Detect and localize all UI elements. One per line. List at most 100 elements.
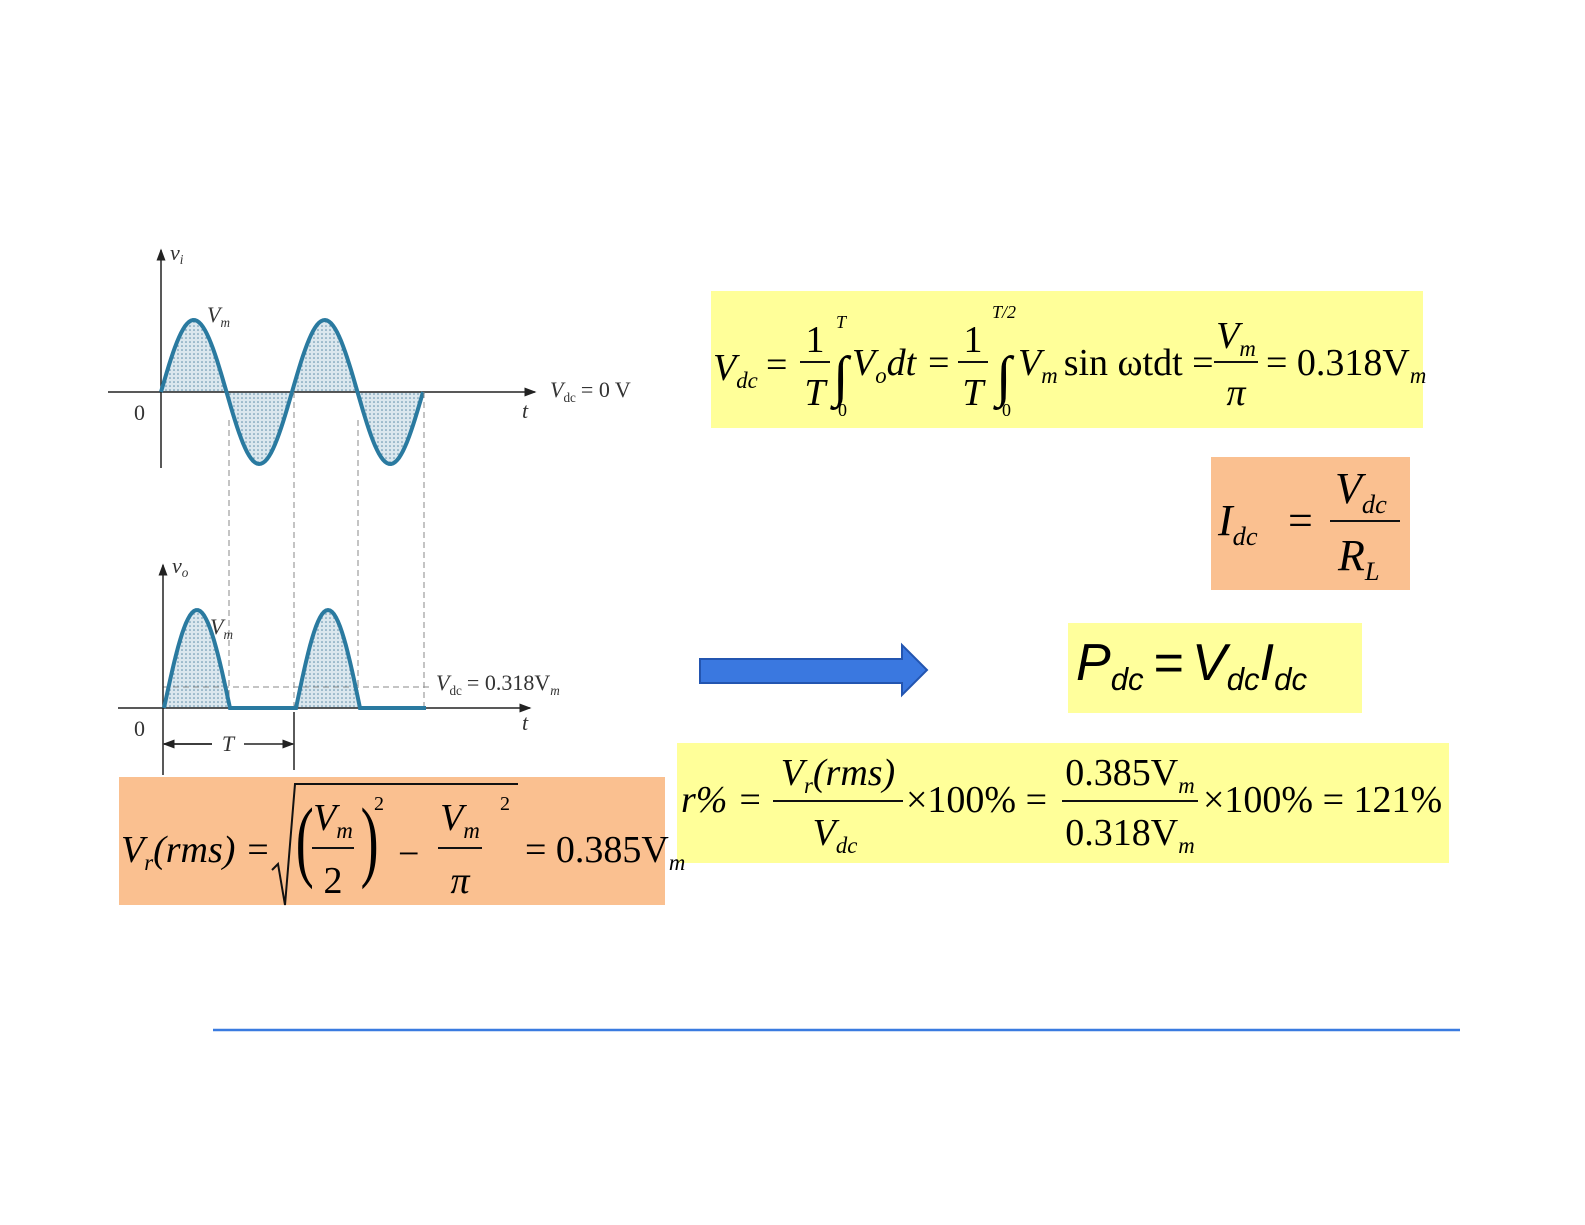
value: 0.385V: [1065, 752, 1179, 794]
sub: dc: [1111, 662, 1144, 697]
sub: m: [1041, 363, 1057, 388]
peak-label: Vm: [210, 614, 233, 642]
symbol: V: [852, 342, 879, 384]
sub: dc: [836, 833, 858, 858]
minus: −: [398, 833, 419, 875]
numerator: 1: [806, 319, 825, 361]
upper-limit: T/2: [992, 302, 1016, 322]
formula-box: [711, 291, 1423, 428]
rest: sin ωtdt =: [1064, 342, 1214, 384]
numerator: Vm: [440, 797, 480, 843]
symbol: V: [1335, 464, 1367, 513]
symbol: V: [781, 752, 808, 794]
paren: ): [361, 791, 379, 890]
sub: m: [1410, 363, 1426, 388]
term: Vm sin ωtdt =: [1018, 342, 1214, 388]
label: V: [550, 377, 566, 402]
lhs: r% =: [681, 779, 763, 821]
lower-limit: 0: [1002, 400, 1011, 420]
origin-label: 0: [134, 716, 145, 741]
radical: [271, 783, 518, 906]
sub: L: [1364, 556, 1380, 586]
numerator: Vm: [313, 797, 353, 843]
paren: (: [296, 791, 314, 890]
integral: ∫: [993, 346, 1015, 411]
sub: m: [669, 850, 685, 875]
dc-power-formula: Pdc = VdcIdc: [1068, 623, 1362, 713]
symbol: R: [1337, 531, 1365, 580]
symbol: V: [1018, 342, 1045, 384]
x-axis-label: t: [522, 710, 529, 735]
projection-lines: [228, 392, 425, 708]
numerator: 0.385Vm: [1065, 752, 1194, 798]
value: 0.318V: [1065, 812, 1179, 854]
label-sub: dc: [449, 683, 462, 698]
input-waveform: vi Vm 0 t Vdc = 0 V: [108, 240, 631, 468]
label-sub: o: [182, 565, 189, 580]
denominator: 0.318Vm: [1065, 812, 1194, 858]
origin-label: 0: [134, 400, 145, 425]
dc-label: Vdc = 0 V: [550, 377, 631, 405]
sub: dc: [1227, 662, 1260, 697]
y-axis-label: vi: [170, 240, 184, 267]
value: = 0.385V: [525, 829, 669, 871]
sub: m: [1178, 833, 1194, 858]
denominator: π: [1226, 372, 1246, 414]
numerator: Vr(rms): [781, 752, 895, 798]
label-sub: m: [220, 315, 230, 330]
label-value: = 0 V: [581, 377, 631, 402]
denominator: π: [450, 860, 470, 902]
label-value: = 0.318V: [467, 670, 550, 695]
symbol: V: [813, 812, 840, 854]
input-wave: [159, 317, 425, 467]
symbol: P: [1076, 634, 1111, 692]
sub: dc: [1274, 662, 1307, 697]
equals: =: [766, 344, 787, 386]
ripple-factor-formula: r% = Vr(rms) Vdc ×100% = 0.385Vm 0.318Vm…: [677, 743, 1449, 863]
rest: (rms) =: [153, 829, 270, 871]
exponent: 2: [374, 793, 384, 815]
sub: dc: [1233, 521, 1258, 551]
value: = 0.318V: [1266, 342, 1410, 384]
denominator: T: [804, 372, 828, 414]
symbol: V: [440, 797, 467, 839]
term: Vodt =: [852, 342, 951, 388]
dc-current-formula: Idc = Vdc RL: [1211, 457, 1410, 590]
integral: ∫: [830, 346, 852, 411]
label-sub: i: [180, 252, 184, 267]
output-waveform: vo Vm 0 t Vdc = 0.318Vm T: [118, 553, 560, 775]
label: v: [172, 553, 182, 578]
formula-box: [677, 743, 1449, 863]
sub: m: [1239, 336, 1255, 361]
label: V: [436, 670, 452, 695]
formula-box: [119, 777, 665, 905]
result: ×100% = 121%: [1203, 779, 1442, 821]
equals: =: [1288, 496, 1313, 545]
symbol: I: [1260, 634, 1274, 692]
numerator: Vdc: [1335, 464, 1387, 519]
label: V: [210, 614, 226, 639]
ripple-voltage-formula: Vr(rms) = ( Vm 2 ) 2 − Vm π 2 = 0.385Vm: [119, 777, 685, 906]
equals: =: [1154, 634, 1184, 692]
sub: m: [1178, 773, 1194, 798]
lhs: Vr(rms) =: [121, 829, 271, 875]
x-axis-label: t: [522, 398, 529, 423]
sub: m: [336, 818, 352, 843]
lower-limit: 0: [838, 400, 847, 420]
formula-box: [1068, 623, 1362, 713]
formula-box: [1211, 457, 1410, 590]
y-axis-label: vo: [172, 553, 189, 580]
label: v: [170, 240, 180, 265]
symbol: V: [1192, 634, 1231, 692]
denominator: RL: [1337, 531, 1380, 586]
label-sub: m: [550, 683, 560, 698]
numerator: 1: [964, 319, 983, 361]
sub: m: [463, 818, 479, 843]
upper-limit: T: [836, 312, 848, 332]
sub: dc: [736, 368, 758, 393]
symbol: I: [1217, 496, 1235, 545]
times: ×100% =: [906, 779, 1047, 821]
exponent: 2: [500, 793, 510, 815]
label-sub: dc: [563, 390, 576, 405]
symbol: V: [121, 829, 148, 871]
